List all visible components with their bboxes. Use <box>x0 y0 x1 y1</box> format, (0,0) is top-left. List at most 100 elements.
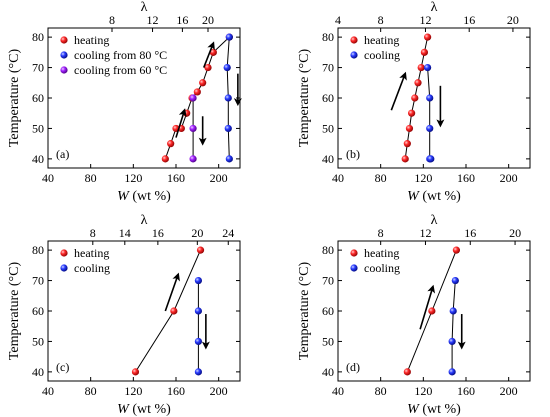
data-point-red <box>405 124 414 133</box>
data-point-red <box>170 307 178 315</box>
data-point-red <box>193 88 201 96</box>
lambda-tick-label: 8 <box>378 226 384 240</box>
data-point-red <box>196 246 205 254</box>
data-point-blue <box>448 368 456 376</box>
data-point-blue <box>427 155 435 163</box>
y-tick-label: 50 <box>322 334 334 348</box>
x-axis-label-units: (wt %) <box>129 189 171 204</box>
lambda-tick-label: 8 <box>378 13 384 27</box>
y-tick-label: 60 <box>322 304 334 318</box>
lambda-tick-label: 4 <box>335 13 341 27</box>
legend-marker-blue <box>350 51 358 59</box>
data-point-blue <box>194 368 202 376</box>
y-tick-label: 80 <box>32 243 44 257</box>
series-line-blue <box>451 280 456 372</box>
x-tick-label: 120 <box>124 171 142 185</box>
lambda-axis-label: λ <box>141 213 148 228</box>
data-point-blue <box>424 63 432 72</box>
data-point-blue <box>223 63 231 72</box>
y-tick-label: 40 <box>322 152 334 166</box>
legend-marker-red <box>350 249 358 257</box>
data-point-red <box>411 94 419 102</box>
x-tick-label: 40 <box>332 384 344 398</box>
lambda-tick-label: 16 <box>463 13 475 27</box>
legend-label: heating <box>364 33 399 47</box>
y-axis-label: Temperature (°C) <box>7 262 22 361</box>
data-point-blue <box>225 33 233 41</box>
lambda-tick-label: 8 <box>109 13 115 27</box>
y-tick-label: 60 <box>32 304 44 318</box>
y-axis-label: Temperature (°C) <box>7 49 22 148</box>
x-tick-label: 80 <box>375 171 387 185</box>
legend-label: cooling <box>364 261 400 275</box>
x-tick-label: 200 <box>500 384 518 398</box>
lambda-axis-label: λ <box>431 213 438 228</box>
legend-marker-blue <box>350 264 358 272</box>
direction-arrow <box>419 284 436 330</box>
x-tick-label: 80 <box>85 384 97 398</box>
legend-label: cooling <box>364 48 400 62</box>
data-point-blue <box>225 155 233 163</box>
legend-marker-red <box>60 36 68 44</box>
y-tick-label: 40 <box>32 152 44 166</box>
x-tick-label: 120 <box>124 384 142 398</box>
data-point-blue <box>224 94 232 102</box>
panel-label: (c) <box>56 360 69 374</box>
legend-label: heating <box>74 33 109 47</box>
lambda-tick-label: 16 <box>176 13 188 27</box>
lambda-tick-label: 20 <box>507 13 519 27</box>
series-line-blue <box>427 67 431 160</box>
lambda-tick-label: 20 <box>191 226 203 240</box>
data-point-red <box>408 109 416 117</box>
lambda-tick-label: 20 <box>509 226 521 240</box>
data-point-red <box>204 63 212 72</box>
x-axis-label-variable: W <box>407 189 420 204</box>
legend-label: cooling from 60 °C <box>74 63 167 77</box>
direction-arrow <box>164 272 180 312</box>
chart-panel-a: 40 50 60 70 80 40 80 120 160 200 8 12 16 20 λ Temperatu… <box>7 0 242 204</box>
panel-label: (d) <box>346 360 360 374</box>
lambda-tick-label: 20 <box>202 13 214 27</box>
x-axis-label-variable: W <box>407 402 420 417</box>
data-point-red <box>424 33 432 41</box>
x-axis-label: W (wt %) <box>117 402 171 417</box>
x-axis-label: W (wt %) <box>407 402 461 417</box>
lambda-tick-label: 16 <box>464 226 476 240</box>
data-point-blue <box>194 276 202 285</box>
y-tick-label: 50 <box>322 121 334 135</box>
y-tick-label: 50 <box>32 334 44 348</box>
chart-panel-b: 40 50 60 70 80 40 80 120 160 200 4 8 12 16 20 λ Temperat… <box>297 0 531 204</box>
data-point-blue <box>426 94 434 102</box>
y-tick-label: 70 <box>32 274 44 288</box>
data-point-purple <box>189 155 197 163</box>
x-tick-label: 120 <box>414 384 432 398</box>
x-tick-label: 160 <box>167 384 185 398</box>
panel-label: (a) <box>56 147 69 161</box>
y-tick-label: 70 <box>32 61 44 75</box>
y-tick-label: 60 <box>32 91 44 105</box>
series-line-red <box>135 249 201 373</box>
data-point-blue <box>194 337 202 346</box>
legend-marker-red <box>350 36 358 44</box>
y-tick-label: 70 <box>322 61 334 75</box>
data-point-blue <box>426 124 434 133</box>
legend-marker-purple <box>60 66 68 74</box>
x-axis-label-units: (wt %) <box>419 189 461 204</box>
x-tick-label: 40 <box>42 384 54 398</box>
x-tick-label: 40 <box>42 171 54 185</box>
lambda-axis-label: λ <box>141 0 148 15</box>
legend-marker-blue <box>60 51 68 59</box>
chart-panel-c: 40 50 60 70 80 40 80 120 160 200 8 14 16 20 24 λ Tempera… <box>7 213 241 417</box>
x-tick-label: 200 <box>210 171 228 185</box>
legend-marker-red <box>60 249 68 257</box>
data-point-red <box>209 48 217 56</box>
data-point-blue <box>448 337 456 346</box>
y-tick-label: 70 <box>322 274 334 288</box>
data-point-red <box>401 155 409 163</box>
data-point-blue <box>449 307 457 315</box>
legend-label: cooling <box>74 261 110 275</box>
